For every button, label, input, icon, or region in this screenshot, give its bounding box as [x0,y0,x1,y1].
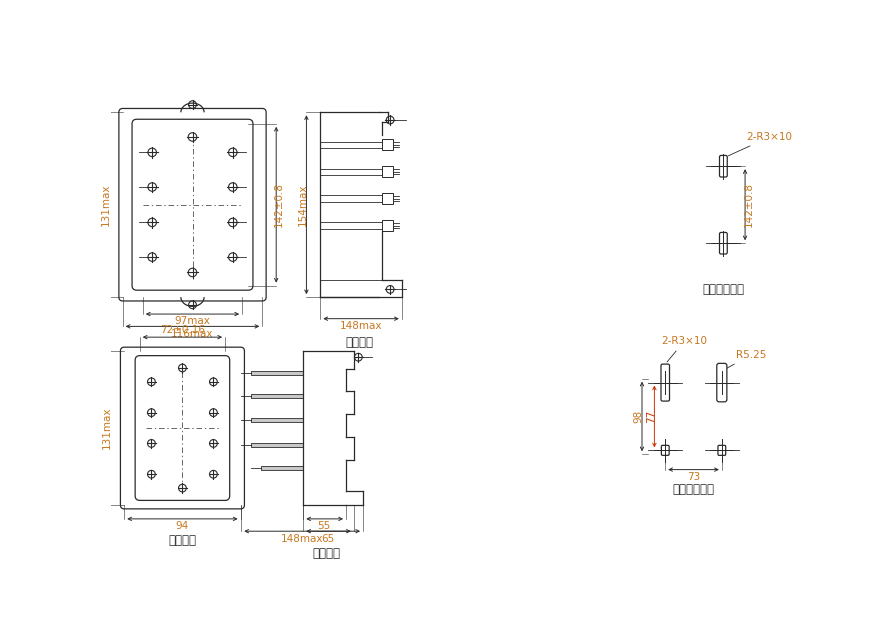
Text: 77: 77 [646,410,656,423]
Text: 55: 55 [317,521,331,531]
Text: 98: 98 [633,410,643,423]
Text: 板前接线开孔: 板前接线开孔 [702,283,744,296]
Text: 148max: 148max [281,534,324,543]
Bar [251,371,303,374]
Text: 154max: 154max [298,183,308,226]
Text: 73: 73 [687,472,701,482]
Text: R5.25: R5.25 [727,350,766,368]
Text: 148max: 148max [340,321,382,331]
Text: 142±0.8: 142±0.8 [744,182,754,227]
Text: 板后接线开孔: 板后接线开孔 [673,484,715,497]
Text: 131max: 131max [100,183,111,226]
Text: 板前接线: 板前接线 [345,335,373,349]
Text: 2-R3×10: 2-R3×10 [728,132,793,156]
Text: 94: 94 [176,521,189,531]
Text: 72±0.16: 72±0.16 [160,325,205,335]
Bar [382,193,393,204]
Text: 2-R3×10: 2-R3×10 [661,336,708,362]
Bar [251,443,303,447]
Bar [382,220,393,231]
Bar [251,394,303,398]
Bar [251,418,303,422]
Bar [382,139,393,150]
Text: 65: 65 [322,534,335,543]
Bar [382,166,393,177]
Text: 板后接线: 板后接线 [313,548,340,560]
Text: 131max: 131max [102,407,112,449]
Text: 116max: 116max [172,328,213,338]
Text: 97max: 97max [174,317,211,327]
Bar [260,466,303,470]
Text: 板后接线: 板后接线 [168,534,196,547]
Text: 142±0.8: 142±0.8 [275,182,284,227]
